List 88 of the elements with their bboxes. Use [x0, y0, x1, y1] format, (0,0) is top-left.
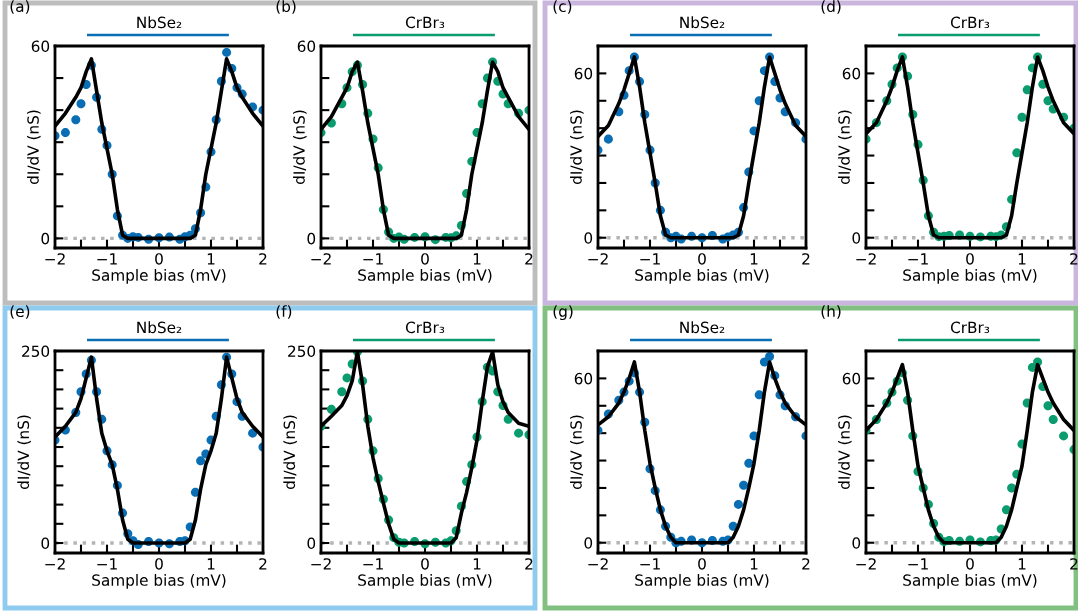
y-tick-label: 0	[307, 537, 316, 550]
text: (a)	[10, 0, 30, 14]
x-tick-label: −1	[640, 558, 660, 570]
y-tick-label: 0	[41, 537, 50, 550]
y-tick-label: 0	[41, 232, 50, 245]
y-axis-title: dI/dV (nS)	[570, 415, 584, 489]
x-tick-label: 1	[1018, 558, 1026, 570]
x-tick-label: 1	[1018, 253, 1026, 265]
y-tick-label: 0	[584, 232, 593, 244]
x-tick-label: 2	[802, 558, 810, 570]
chart-title: CrBr₃	[405, 16, 445, 29]
x-tick-label: −2	[45, 253, 65, 265]
x-axis-title: Sample bias (mV)	[903, 574, 1037, 589]
text: (d)	[821, 0, 841, 14]
x-axis-title: Sample bias (mV)	[358, 269, 492, 284]
x-tick-label: −1	[363, 253, 383, 265]
chart-title: NbSe₂	[137, 16, 182, 29]
x-tick-label: −1	[908, 253, 928, 265]
chart-title: NbSe₂	[137, 321, 182, 334]
text: (f)	[276, 305, 292, 319]
y-axis-title: dI/dV (nS)	[293, 110, 307, 184]
y-tick-label: 60	[574, 67, 593, 80]
y-axis-title: dI/dV (nS)	[17, 415, 31, 489]
x-tick-label: 2	[1070, 253, 1078, 265]
x-tick-label: −2	[588, 558, 608, 570]
chart-title: NbSe₂	[680, 16, 725, 29]
y-tick-label: 60	[574, 372, 593, 385]
x-tick-label: 0	[155, 558, 163, 570]
y-tick-label: 250	[288, 345, 316, 358]
x-tick-label: 2	[525, 253, 533, 265]
y-tick-label: 0	[852, 232, 861, 244]
x-tick-label: 1	[207, 253, 215, 265]
y-axis-title: dI/dV (nS)	[27, 110, 41, 184]
x-axis-title: Sample bias (mV)	[358, 574, 492, 589]
x-tick-label: 0	[966, 253, 974, 265]
y-axis-title: dI/dV (nS)	[838, 110, 852, 184]
x-tick-label: −2	[856, 558, 876, 570]
x-tick-label: 2	[1070, 558, 1078, 570]
y-axis-title: dI/dV (nS)	[838, 415, 852, 489]
text: (b)	[276, 0, 296, 14]
x-axis-title: Sample bias (mV)	[92, 269, 226, 284]
y-tick-label: 60	[297, 40, 316, 53]
chart-title: CrBr₃	[950, 16, 990, 29]
x-tick-label: 0	[698, 253, 706, 265]
x-tick-label: −2	[311, 558, 331, 570]
y-tick-label: 60	[31, 40, 50, 53]
x-tick-label: 1	[207, 558, 215, 570]
y-tick-label: 60	[842, 372, 861, 385]
x-tick-label: −2	[856, 253, 876, 265]
x-tick-label: −2	[588, 253, 608, 265]
x-tick-label: 2	[259, 253, 267, 265]
x-tick-label: −2	[311, 253, 331, 265]
x-tick-label: 0	[421, 253, 429, 265]
text: (g)	[553, 305, 573, 321]
x-tick-label: −1	[97, 558, 117, 570]
y-axis-title: dI/dV (nS)	[283, 415, 297, 489]
x-tick-label: 0	[698, 558, 706, 570]
x-tick-label: 0	[966, 558, 974, 570]
chart-title: CrBr₃	[405, 321, 445, 334]
x-tick-label: 2	[259, 558, 267, 570]
x-tick-label: 1	[473, 558, 481, 570]
y-tick-label: 250	[22, 345, 50, 358]
chart-title: NbSe₂	[680, 321, 725, 334]
text: (h)	[821, 305, 841, 319]
x-tick-label: −2	[45, 558, 65, 570]
x-tick-label: 1	[473, 253, 481, 265]
x-tick-label: 1	[750, 253, 758, 265]
x-axis-title: Sample bias (mV)	[635, 269, 769, 284]
y-tick-label: 60	[842, 67, 861, 80]
x-tick-label: −1	[363, 558, 383, 570]
y-tick-label: 0	[584, 537, 593, 549]
x-tick-label: 0	[421, 558, 429, 570]
x-tick-label: −1	[640, 253, 660, 265]
x-tick-label: 2	[802, 253, 810, 265]
x-tick-label: 2	[525, 558, 533, 570]
y-tick-label: 0	[307, 232, 316, 245]
x-axis-title: Sample bias (mV)	[92, 574, 226, 589]
x-tick-label: −1	[908, 558, 928, 570]
text: (c)	[553, 0, 572, 14]
text: (e)	[10, 305, 30, 319]
x-axis-title: Sample bias (mV)	[903, 269, 1037, 284]
x-tick-label: −1	[97, 253, 117, 265]
x-axis-title: Sample bias (mV)	[635, 574, 769, 589]
x-tick-label: 0	[155, 253, 163, 265]
y-tick-label: 0	[852, 537, 861, 549]
y-axis-title: dI/dV (nS)	[570, 110, 584, 184]
chart-title: CrBr₃	[950, 321, 990, 334]
x-tick-label: 1	[750, 558, 758, 570]
